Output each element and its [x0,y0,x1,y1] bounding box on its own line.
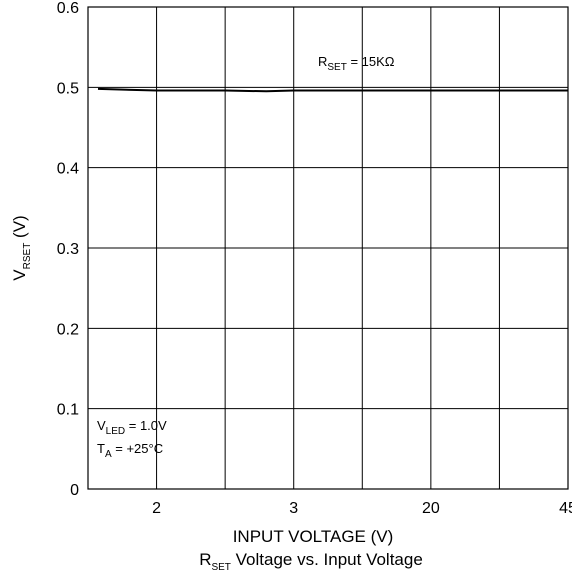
x-tick-label: 2 [152,500,161,517]
y-tick-label: 0 [70,482,79,499]
annotation-vled: VLED = 1.0V [97,418,167,437]
grid-lines [88,7,568,489]
y-tick-label: 0.6 [57,0,79,17]
annotation-ta: TA = +25°C [97,441,163,460]
y-tick-label: 0.4 [57,161,79,178]
annotation-rset: RSET = 15KΩ [318,54,395,73]
series-line [97,87,568,93]
y-tick-label: 0.5 [57,80,79,97]
chart-title: RSET Voltage vs. Input Voltage [199,550,423,573]
series-layer [97,87,568,93]
y-tick-label: 0.3 [57,241,79,258]
x-tick-label: 45 [559,500,572,517]
y-tick-label: 0.1 [57,402,79,419]
y-tick-labels: 0 0.1 0.2 0.3 0.4 0.5 0.6 [57,0,79,499]
x-axis-title: INPUT VOLTAGE (V) [233,527,394,546]
x-tick-labels: 2 3 20 45 [152,500,572,517]
y-axis-title: VRSET (V) [10,215,33,280]
y-tick-label: 0.2 [57,321,79,338]
plot-frame [87,6,569,490]
x-tick-label: 3 [289,500,298,517]
x-tick-label: 20 [422,500,440,517]
